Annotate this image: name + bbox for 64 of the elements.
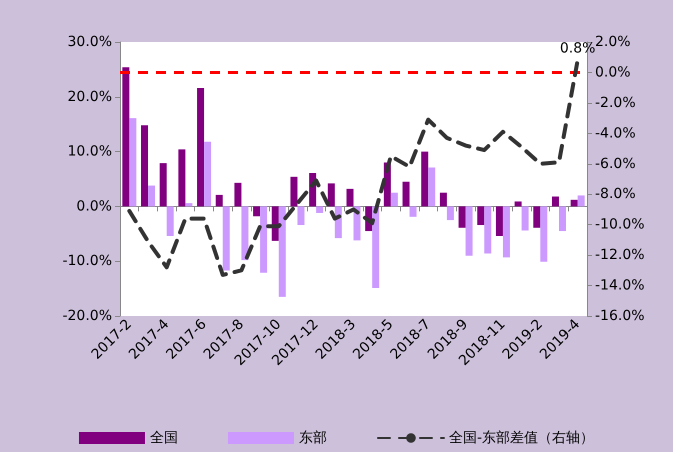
- bar: [160, 163, 167, 206]
- bar: [558, 206, 566, 232]
- y2-tick-label: -10.0%: [595, 216, 645, 233]
- bar: [197, 88, 204, 206]
- y2-tick-label: -4.0%: [595, 125, 636, 142]
- bar: [496, 206, 503, 236]
- y2-tick-label: -8.0%: [595, 186, 636, 202]
- y2-tick-label: -12.0%: [595, 247, 645, 264]
- y-tick-label: 20.0%: [68, 88, 112, 105]
- bar: [502, 206, 510, 258]
- bar: [428, 167, 436, 206]
- bar: [222, 206, 230, 271]
- bar: [533, 206, 540, 228]
- bar: [234, 182, 242, 206]
- bar: [578, 195, 585, 206]
- bar: [241, 206, 248, 260]
- legend-label: 东部: [298, 430, 327, 446]
- y2-tick-label: 0.0%: [595, 64, 631, 80]
- bar: [477, 206, 484, 226]
- y-tick-label: 10.0%: [68, 144, 112, 160]
- bar: [316, 206, 324, 213]
- y-tick-label: -10.0%: [62, 253, 112, 270]
- legend-label: 全国-东部差值（右轴）: [448, 430, 594, 446]
- legend-label: 全国: [150, 430, 178, 446]
- bar: [278, 206, 286, 297]
- bar: [185, 203, 192, 206]
- bar: [570, 200, 578, 206]
- bar: [148, 186, 156, 206]
- bar: [440, 192, 447, 206]
- bar: [421, 152, 428, 206]
- bar: [390, 192, 398, 206]
- bar: [290, 176, 298, 206]
- bar: [260, 206, 268, 273]
- y2-tick-label: -14.0%: [595, 278, 645, 294]
- bar: [402, 182, 410, 206]
- bar: [204, 142, 212, 206]
- y2-tick-label: 2.0%: [595, 34, 631, 50]
- bar: [540, 206, 548, 262]
- bar: [141, 125, 148, 206]
- y2-tick-label: -2.0%: [595, 94, 636, 111]
- bar: [328, 183, 335, 206]
- bar: [178, 149, 186, 206]
- bar: [522, 206, 529, 231]
- bar: [253, 206, 260, 216]
- bar: [122, 67, 130, 206]
- bar: [484, 206, 492, 254]
- y-tick-label: 30.0%: [68, 34, 112, 50]
- y-tick-label: 0.0%: [76, 198, 112, 214]
- bar: [514, 201, 522, 206]
- bar: [216, 194, 223, 206]
- bar: [446, 206, 454, 220]
- bar: [346, 188, 354, 206]
- bar: [166, 206, 174, 236]
- y2-tick-label: -16.0%: [595, 308, 645, 324]
- bar: [129, 118, 136, 206]
- data-label: 0.8%: [560, 40, 596, 56]
- bar: [552, 196, 559, 206]
- bar: [410, 206, 417, 217]
- bar: [297, 206, 304, 226]
- bar: [466, 206, 473, 256]
- bar: [372, 206, 380, 288]
- bar: [458, 206, 466, 228]
- y-tick-label: -20.0%: [62, 308, 112, 324]
- y2-tick-label: -6.0%: [595, 156, 636, 172]
